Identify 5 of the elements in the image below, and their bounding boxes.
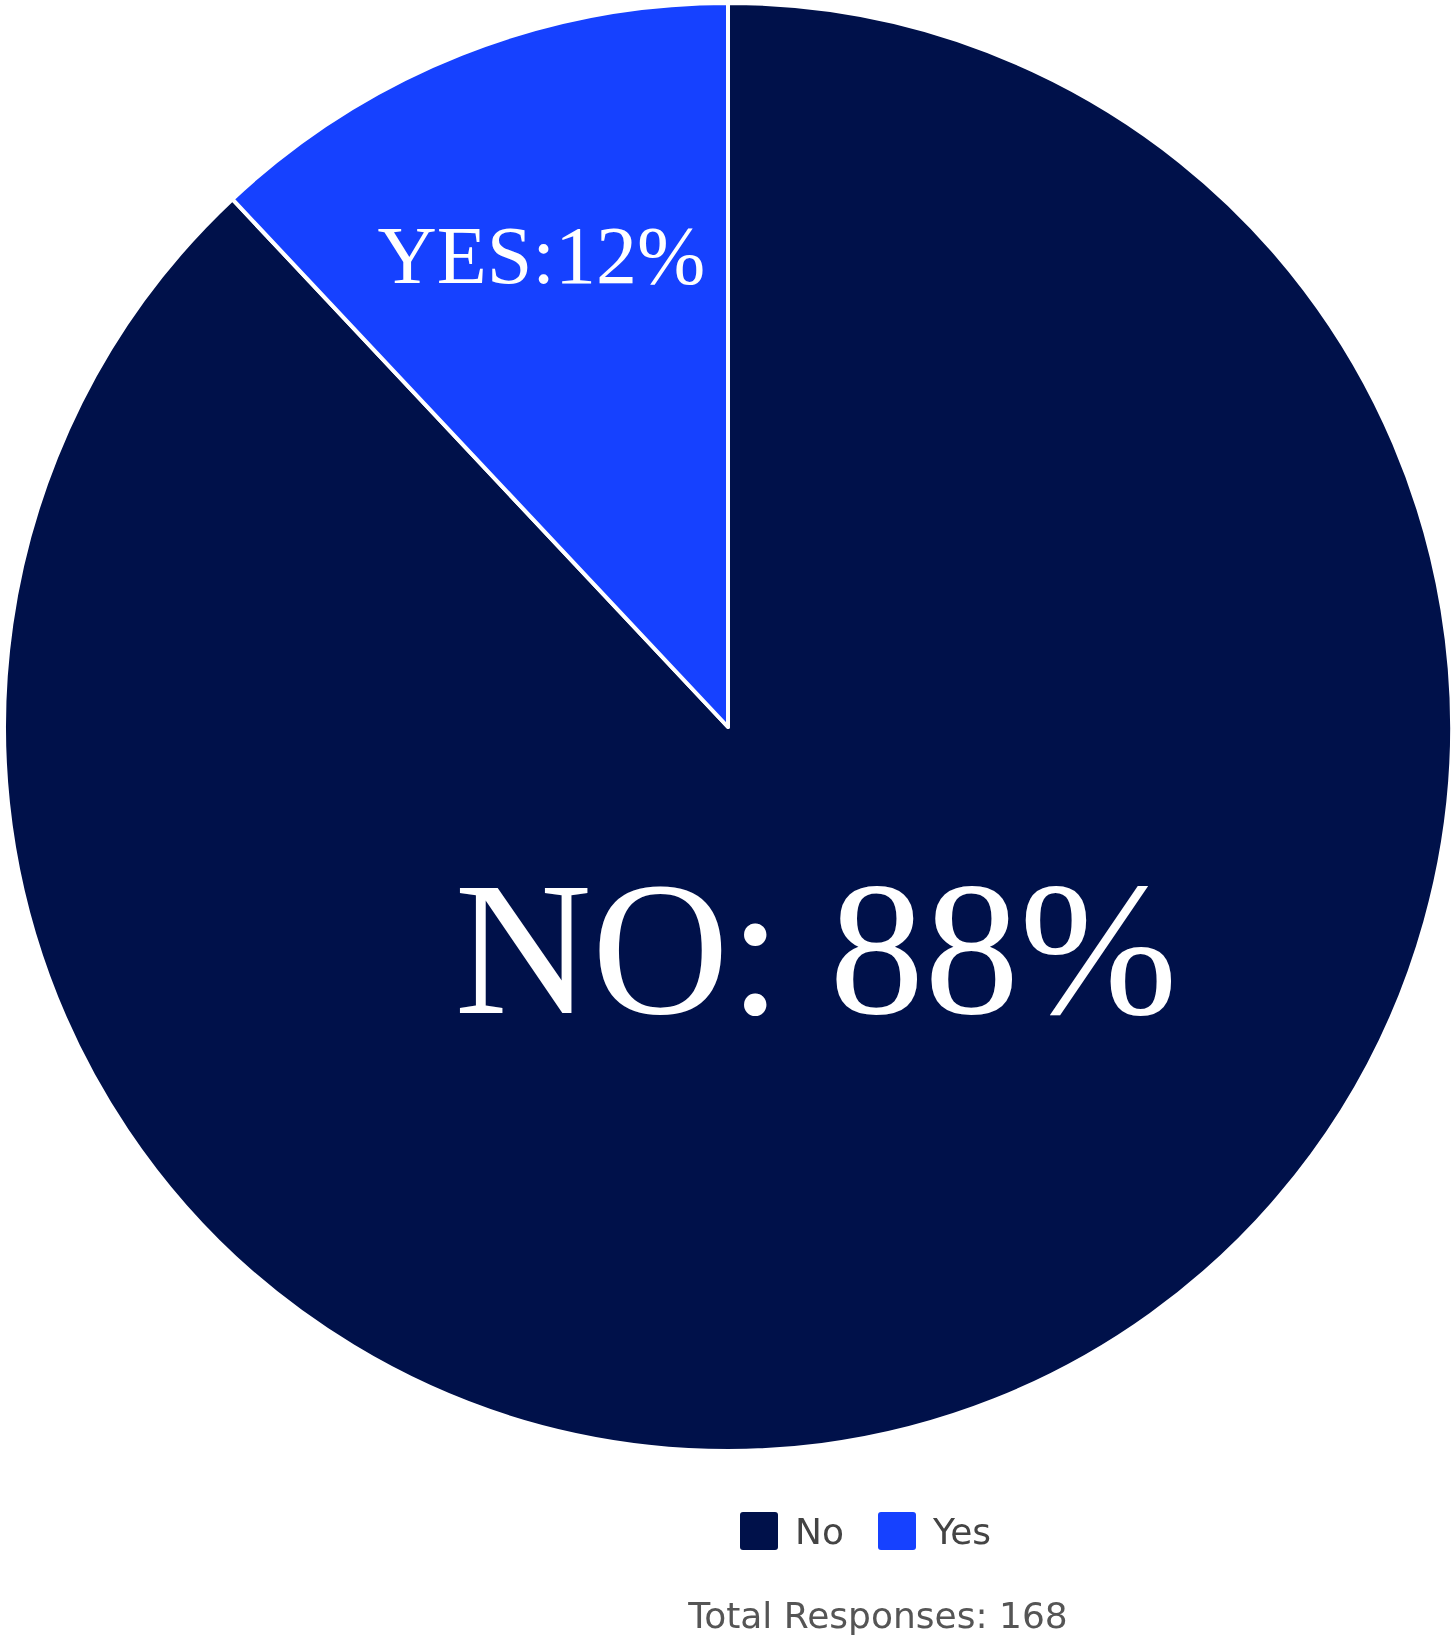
data-label: NO: 88% xyxy=(454,844,1178,1055)
legend-label: Yes xyxy=(932,1510,992,1552)
slice-label: No xyxy=(795,1510,844,1552)
text: Total Responses: 168 xyxy=(687,1594,1068,1636)
data-label: YES:12% xyxy=(377,210,706,302)
